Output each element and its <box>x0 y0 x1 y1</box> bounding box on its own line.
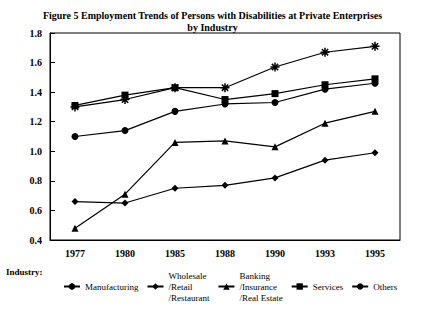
svg-text:0.6: 0.6 <box>30 205 43 216</box>
svg-text:Wholesale: Wholesale <box>168 271 206 281</box>
svg-text:Others: Others <box>373 282 397 292</box>
svg-text:/Restaurant: /Restaurant <box>168 293 209 303</box>
svg-text:1977: 1977 <box>65 248 85 259</box>
svg-text:0.8: 0.8 <box>30 175 43 186</box>
svg-text:/Retail: /Retail <box>168 282 192 292</box>
svg-text:1985: 1985 <box>165 248 185 259</box>
svg-text:1980: 1980 <box>115 248 135 259</box>
svg-text:1.4: 1.4 <box>30 87 43 98</box>
svg-text:1.8: 1.8 <box>30 28 43 39</box>
svg-text:Services: Services <box>313 282 344 292</box>
svg-text:Industry:: Industry: <box>6 267 43 277</box>
svg-text:/Insurance: /Insurance <box>239 282 276 292</box>
svg-text:1.0: 1.0 <box>30 146 43 157</box>
svg-text:by Industry: by Industry <box>187 22 237 33</box>
svg-text:1995: 1995 <box>365 248 385 259</box>
svg-text:Figure 5 Employment Trends of: Figure 5 Employment Trends of Persons wi… <box>43 10 382 21</box>
svg-text:0.4: 0.4 <box>30 235 43 246</box>
svg-text:1993: 1993 <box>315 248 335 259</box>
svg-text:1988: 1988 <box>215 248 235 259</box>
svg-text:/Real Estate: /Real Estate <box>239 293 282 303</box>
svg-text:1.6: 1.6 <box>30 57 43 68</box>
svg-text:Manufacturing: Manufacturing <box>85 282 139 292</box>
svg-text:1990: 1990 <box>265 248 285 259</box>
svg-text:1.2: 1.2 <box>30 116 43 127</box>
svg-text:Banking: Banking <box>239 271 270 281</box>
